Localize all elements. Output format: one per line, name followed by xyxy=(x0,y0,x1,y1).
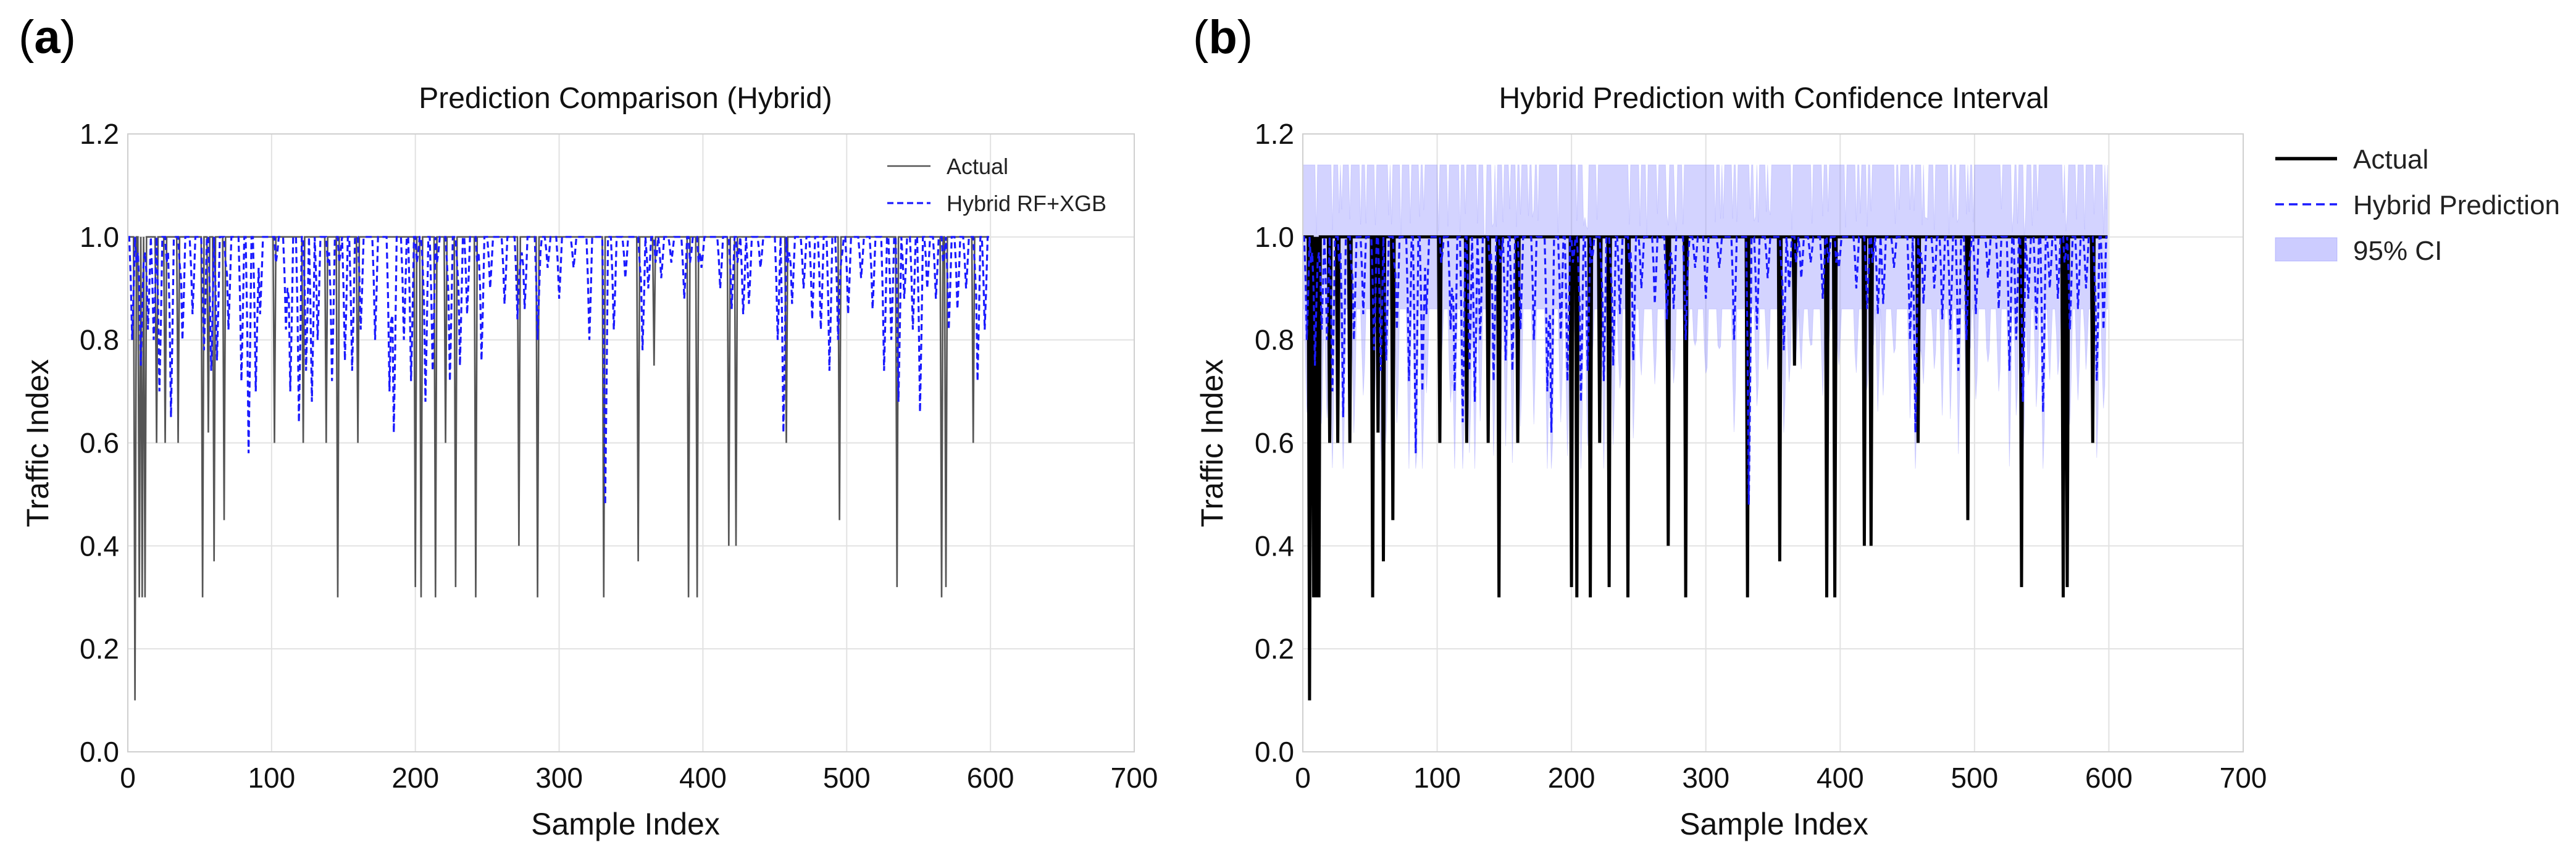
x-tick-label: 200 xyxy=(1548,762,1595,794)
x-tick-label: 0 xyxy=(1295,762,1311,794)
legend-label-prediction: Hybrid RF+XGB xyxy=(947,191,1106,216)
y-tick-label: 0.6 xyxy=(1255,427,1294,459)
y-tick-label: 0.2 xyxy=(1255,633,1294,665)
x-tick-label: 700 xyxy=(2220,762,2267,794)
panel-b: (b) Hybrid Prediction with Confidence In… xyxy=(1193,11,2560,841)
legend-label-actual: Actual xyxy=(2353,144,2428,175)
panel-a-letter: (a) xyxy=(19,11,76,64)
legend-label-ci: 95% CI xyxy=(2353,236,2442,266)
x-tick-label: 500 xyxy=(1951,762,1998,794)
panel-a-xlabel: Sample Index xyxy=(531,807,720,841)
x-tick-label: 500 xyxy=(823,762,871,794)
legend: Actual Hybrid RF+XGB xyxy=(887,154,1106,216)
x-tick-label: 700 xyxy=(1111,762,1158,794)
x-tick-label: 300 xyxy=(1682,762,1729,794)
y-tick-label: 0.4 xyxy=(1255,530,1294,562)
y-tick-label: 1.2 xyxy=(1255,118,1294,150)
prediction-line xyxy=(1303,236,2108,505)
panel-a-ylabel: Traffic Index xyxy=(20,359,55,527)
panel-b-title: Hybrid Prediction with Confidence Interv… xyxy=(1499,82,2049,115)
panel-a: (a) Prediction Comparison (Hybrid) 0 100 2… xyxy=(19,11,1158,841)
x-tick-label: 100 xyxy=(1413,762,1461,794)
panel-b-letter: (b) xyxy=(1193,11,1253,64)
axes-frame xyxy=(127,133,1135,752)
series-group xyxy=(128,236,989,701)
x-tick-label: 400 xyxy=(679,762,727,794)
panel-a-title: Prediction Comparison (Hybrid) xyxy=(419,82,832,115)
x-tick-label: 100 xyxy=(248,762,295,794)
y-tick-label: 0.4 xyxy=(80,530,119,562)
x-tick-label: 200 xyxy=(391,762,439,794)
y-tick-label: 1.0 xyxy=(80,221,119,253)
y-tick-label: 1.2 xyxy=(80,118,119,150)
legend-swatch-ci xyxy=(2275,237,2338,262)
y-tick-label: 0.0 xyxy=(1255,736,1294,768)
plot-area-b: 0 100 200 300 400 500 600 700 0.0 0.2 0.4 0.6 0.8 1.0… xyxy=(1255,118,2560,794)
axes-frame xyxy=(1302,133,2244,752)
y-tick-label: 1.0 xyxy=(1255,221,1294,253)
series-group xyxy=(1303,164,2108,701)
x-tick-label: 600 xyxy=(967,762,1014,794)
panel-b-ylabel: Traffic Index xyxy=(1195,359,1229,527)
legend-label-prediction: Hybrid Prediction xyxy=(2353,190,2560,220)
plot-area-a: 0 100 200 300 400 500 600 700 0.0 0.2 0.4 0.6 0.8 1.0… xyxy=(80,118,1158,794)
x-tick-label: 600 xyxy=(2085,762,2133,794)
x-tick-label: 400 xyxy=(1817,762,1864,794)
legend-label-actual: Actual xyxy=(947,154,1008,179)
y-tick-label: 0.6 xyxy=(80,427,119,459)
legend: Actual Hybrid Prediction 95% CI xyxy=(2275,144,2560,266)
y-tick-label: 0.8 xyxy=(1255,324,1294,356)
x-tick-label: 0 xyxy=(120,762,136,794)
y-tick-label: 0.2 xyxy=(80,633,119,665)
panel-b-xlabel: Sample Index xyxy=(1679,807,1868,841)
y-tick-label: 0.8 xyxy=(80,324,119,356)
prediction-line xyxy=(128,236,989,505)
y-tick-label: 0.0 xyxy=(80,736,119,768)
x-tick-label: 300 xyxy=(535,762,583,794)
